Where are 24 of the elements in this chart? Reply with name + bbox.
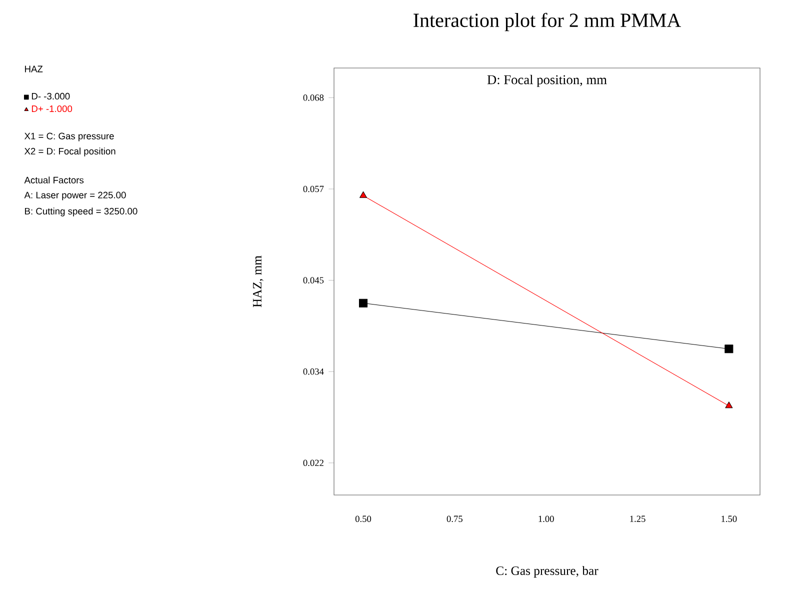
text: X1 = C: Gas pressure (24, 132, 114, 142)
x-axis-title: C: Gas pressure, bar (496, 566, 598, 578)
y-tick-label: 0.045 (303, 277, 324, 284)
y-axis-title: HAZ, mm (253, 256, 264, 308)
text: Actual Factors (24, 176, 84, 184)
chart-title: Interaction plot for 2 mm PMMA (414, 12, 681, 32)
x-tick-label: 1.00 (538, 516, 554, 522)
text: HAZ (25, 66, 43, 72)
y-tick-label: 0.057 (303, 186, 324, 192)
chart-subtitle: D: Focal position, mm (487, 74, 607, 87)
y-tick-label: 0.022 (303, 460, 324, 466)
x-tick-label: 1.25 (630, 516, 646, 522)
text: A: Laser power = 225.00 (24, 192, 126, 200)
y-tick-label: 0.068 (303, 94, 324, 101)
legend-label: D- -3.000 (32, 92, 70, 100)
point (724, 344, 734, 354)
text: X2 = D: Focal position (24, 148, 116, 156)
text: B: Cutting speed = 3250.00 (25, 208, 138, 216)
legend-label: D+ -1.000 (32, 105, 72, 112)
point (358, 298, 368, 308)
y-tick-label: 0.034 (303, 368, 324, 375)
x-tick-label: 0.75 (446, 516, 462, 522)
x-tick-label: 0.50 (355, 516, 372, 522)
x-tick-label: 1.50 (722, 516, 737, 522)
